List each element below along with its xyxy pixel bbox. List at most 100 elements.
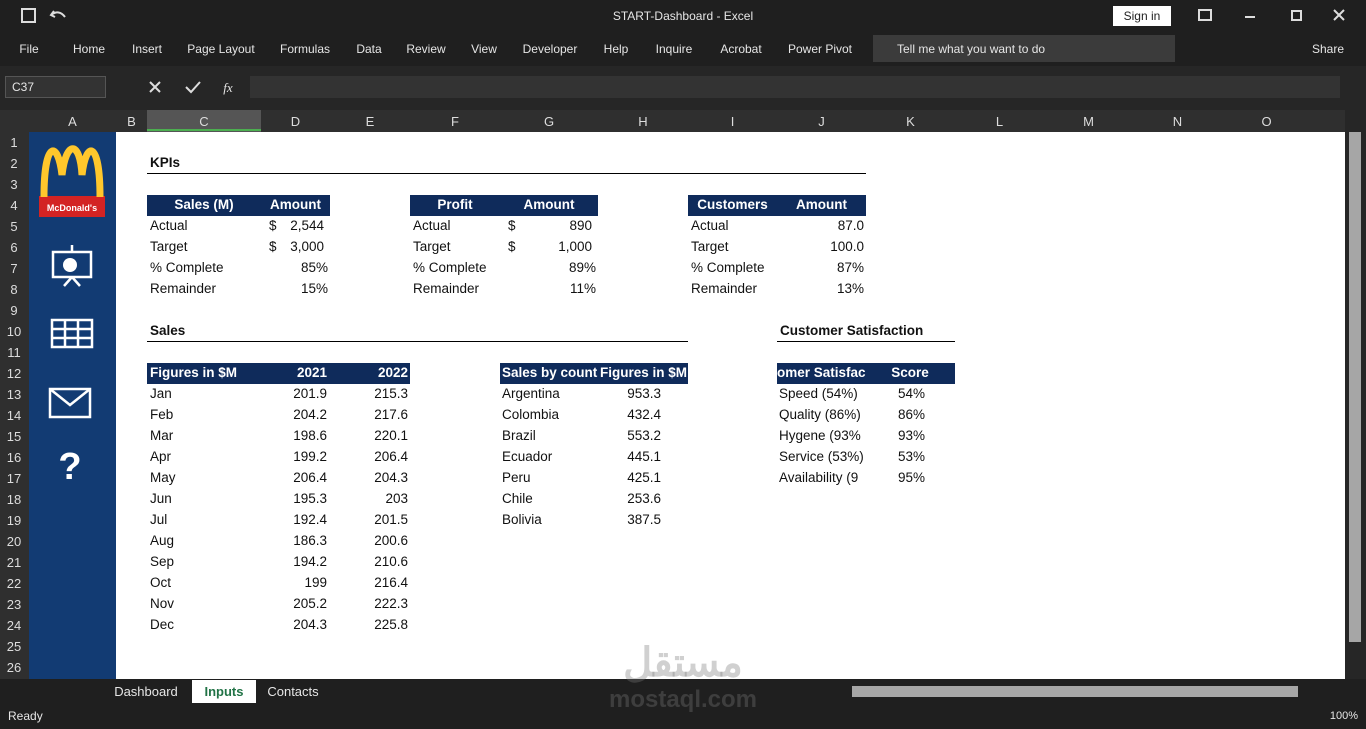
country: Bolivia bbox=[502, 512, 542, 527]
name-box-text[interactable]: C37 bbox=[12, 80, 35, 94]
row-header: 16 bbox=[6, 449, 22, 465]
kpi-header-fill bbox=[410, 195, 598, 216]
table-header: Figures in $M bbox=[600, 365, 688, 380]
tell-me-box[interactable] bbox=[873, 35, 1175, 62]
sales-header-fill bbox=[147, 363, 410, 384]
sheet-tab[interactable]: Dashboard bbox=[114, 683, 178, 699]
sales-2022: 222.3 bbox=[374, 596, 408, 611]
share-button[interactable]: Share bbox=[1312, 42, 1345, 56]
ribbon-tab[interactable]: Power Pivot bbox=[787, 42, 853, 56]
satisfaction-item: Speed (54%) bbox=[779, 386, 858, 401]
sales-2021: 204.3 bbox=[293, 617, 327, 632]
kpi-label: % Complete bbox=[413, 260, 487, 275]
kpi-currency: $ bbox=[269, 239, 277, 254]
month: May bbox=[150, 470, 176, 485]
column-header: A bbox=[68, 113, 77, 129]
kpi-label: Remainder bbox=[691, 281, 758, 296]
ribbon-tab[interactable]: Inquire bbox=[655, 42, 693, 56]
kpi-value: 15% bbox=[300, 281, 328, 296]
row-header: 18 bbox=[6, 491, 22, 507]
kpi-label: Remainder bbox=[413, 281, 480, 296]
row-header: 3 bbox=[10, 176, 18, 192]
kpi-header-fill bbox=[147, 195, 330, 216]
month: Feb bbox=[150, 407, 174, 422]
row-header: 24 bbox=[6, 617, 22, 633]
kpi-label: Actual bbox=[413, 218, 451, 233]
ribbon-tab[interactable]: Home bbox=[72, 42, 105, 56]
section-title: KPIs bbox=[150, 155, 181, 170]
satisfaction-item: Quality (86%) bbox=[779, 407, 861, 422]
row-header: 14 bbox=[6, 407, 22, 423]
sales-2021: 195.3 bbox=[293, 491, 327, 506]
ribbon-tab[interactable]: View bbox=[471, 42, 497, 56]
row-header: 7 bbox=[10, 260, 18, 276]
row-header: 8 bbox=[10, 281, 18, 297]
country: Peru bbox=[502, 470, 531, 485]
ribbon-tab[interactable]: Acrobat bbox=[720, 42, 762, 56]
sheet-tab[interactable]: Inputs bbox=[204, 683, 244, 699]
ribbon-tab[interactable]: Data bbox=[356, 42, 382, 56]
row-header: 2 bbox=[10, 155, 18, 171]
column-header: D bbox=[290, 113, 301, 129]
column-header: H bbox=[638, 113, 648, 129]
table-header: 2022 bbox=[377, 365, 408, 380]
name-box[interactable] bbox=[5, 76, 106, 98]
month: Mar bbox=[150, 428, 174, 443]
satisfaction-item: Service (53%) bbox=[779, 449, 864, 464]
table-header: Sales by count bbox=[502, 365, 598, 380]
month: Nov bbox=[150, 596, 175, 611]
h-scroll-thumb[interactable] bbox=[852, 686, 1298, 697]
month: Apr bbox=[150, 449, 172, 464]
kpi-value: 890 bbox=[569, 218, 592, 233]
row-header-bar bbox=[0, 132, 29, 679]
formula-input[interactable] bbox=[250, 76, 1340, 98]
month: Jan bbox=[150, 386, 172, 401]
section-underline bbox=[147, 173, 866, 174]
sign-in-label[interactable]: Sign in bbox=[1123, 9, 1161, 23]
kpi-label: % Complete bbox=[691, 260, 765, 275]
country-sales: 445.1 bbox=[627, 449, 661, 464]
ribbon-tab[interactable]: Review bbox=[406, 42, 446, 56]
scroll-thumb[interactable] bbox=[1349, 132, 1361, 642]
sales-2022: 210.6 bbox=[374, 554, 408, 569]
sales-2021: 192.4 bbox=[293, 512, 327, 527]
zoom-level: 100% bbox=[1329, 709, 1358, 722]
sales-2022: 200.6 bbox=[374, 533, 408, 548]
country: Brazil bbox=[502, 428, 536, 443]
kpi-currency: $ bbox=[508, 218, 516, 233]
watermark: mostaql.com bbox=[608, 686, 758, 713]
sales-2022: 201.5 bbox=[374, 512, 408, 527]
table-header: 2021 bbox=[296, 365, 327, 380]
selected-column-header bbox=[147, 110, 261, 132]
month: Aug bbox=[150, 533, 175, 548]
month: Oct bbox=[150, 575, 172, 590]
row-header: 6 bbox=[10, 239, 18, 255]
help-icon[interactable]: ? bbox=[58, 446, 82, 488]
ribbon-tab[interactable]: Insert bbox=[131, 42, 162, 56]
row-header: 21 bbox=[6, 554, 22, 570]
country: Ecuador bbox=[502, 449, 553, 464]
sign-in-button[interactable] bbox=[1113, 6, 1171, 26]
ribbon-tab[interactable]: File bbox=[19, 42, 39, 56]
ribbon-tab[interactable]: Help bbox=[603, 42, 629, 56]
row-header: 4 bbox=[10, 197, 18, 213]
satisfaction-header-fill bbox=[777, 363, 955, 384]
ribbon-tab[interactable]: Developer bbox=[522, 42, 578, 56]
column-header: G bbox=[543, 113, 555, 129]
country: Colombia bbox=[502, 407, 560, 422]
kpi-value: 2,544 bbox=[290, 218, 324, 233]
sheet-tab[interactable]: Contacts bbox=[267, 683, 319, 699]
ribbon-tab[interactable]: Page Layout bbox=[187, 42, 255, 56]
section-title: Sales bbox=[150, 323, 186, 338]
row-header: 17 bbox=[6, 470, 22, 486]
fx-button[interactable]: fx bbox=[223, 79, 233, 95]
kpi-currency: $ bbox=[269, 218, 277, 233]
tell-me-text[interactable]: Tell me what you want to do bbox=[897, 42, 1046, 56]
sales-2021: 186.3 bbox=[293, 533, 327, 548]
sales-2022: 225.8 bbox=[374, 617, 408, 632]
row-header: 23 bbox=[6, 596, 22, 612]
row-header: 19 bbox=[6, 512, 22, 528]
month: Dec bbox=[150, 617, 175, 632]
ribbon-tab[interactable]: Formulas bbox=[279, 42, 330, 56]
